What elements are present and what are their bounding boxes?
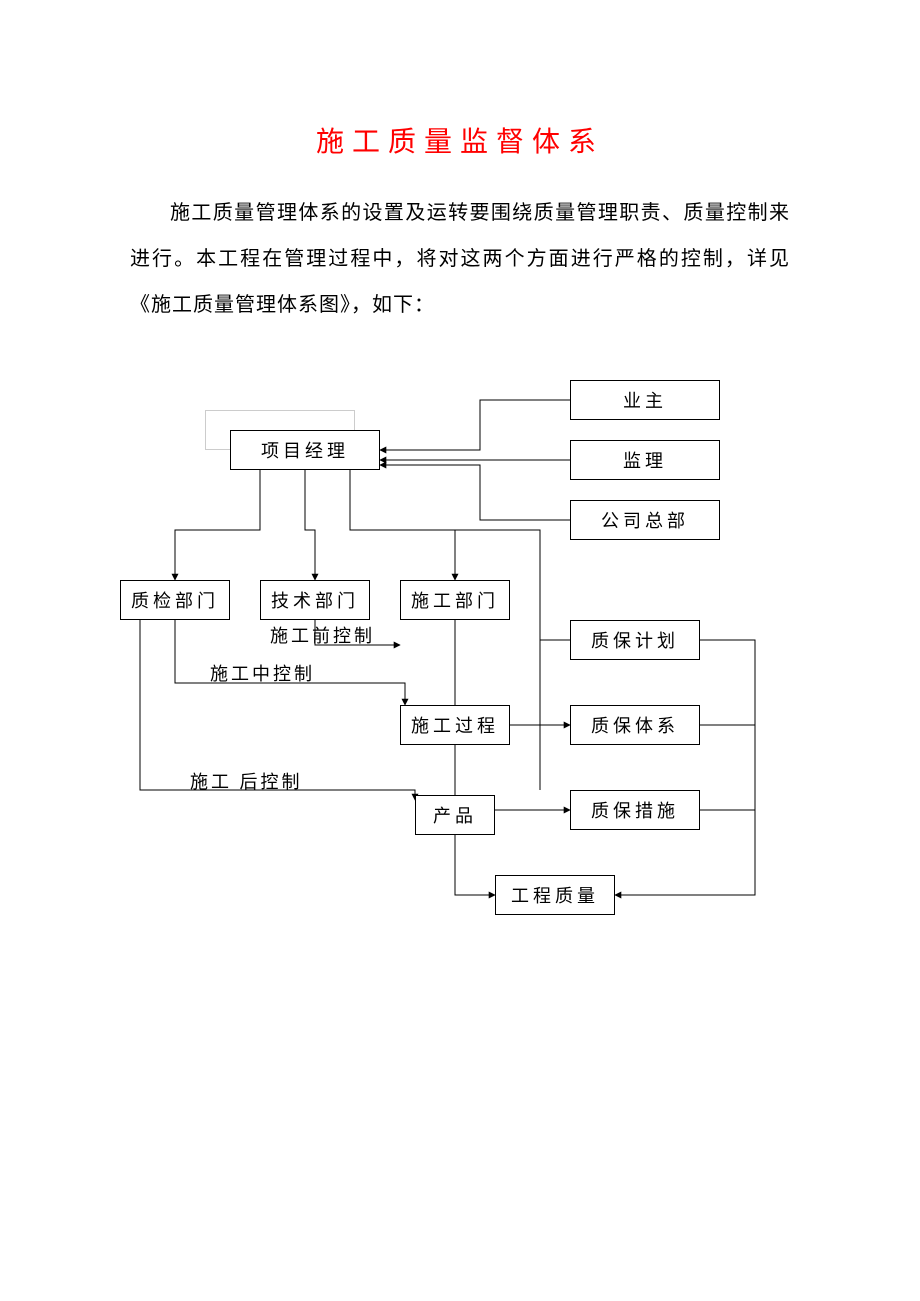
edge-19 [700, 725, 755, 810]
edge-4 [305, 470, 315, 580]
node-hq: 公司总部 [570, 500, 720, 540]
node-product: 产品 [415, 795, 495, 835]
edge-21 [455, 835, 495, 895]
node-qplan: 质保计划 [570, 620, 700, 660]
intro-paragraph: 施工质量管理体系的设置及运转要围绕质量管理职责、质量控制来进行。本工程在管理过程… [130, 190, 790, 328]
node-super: 监理 [570, 440, 720, 480]
node-pm: 项目经理 [230, 430, 380, 470]
edge-2 [380, 465, 570, 520]
node-constr: 施工部门 [400, 580, 510, 620]
node-qc: 质检部门 [120, 580, 230, 620]
edge-0 [380, 400, 570, 450]
edge-label-post: 施工 后控制 [190, 768, 303, 794]
node-qmeas: 质保措施 [570, 790, 700, 830]
page: 施工质量监督体系 施工质量管理体系的设置及运转要围绕质量管理职责、质量控制来进行… [0, 0, 920, 1301]
node-qsys: 质保体系 [570, 705, 700, 745]
edge-5 [350, 470, 455, 580]
node-tech: 技术部门 [260, 580, 370, 620]
edge-label-pre: 施工前控制 [270, 622, 375, 648]
page-title: 施工质量监督体系 [0, 120, 920, 160]
edge-3 [175, 470, 260, 580]
edge-label-mid: 施工中控制 [210, 660, 315, 686]
node-quality: 工程质量 [495, 875, 615, 915]
node-owner: 业主 [570, 380, 720, 420]
node-process: 施工过程 [400, 705, 510, 745]
flowchart: 项目经理 业主监理公司总部质检部门技术部门施工部门质保计划施工过程 质保体系产品 质保… [100, 370, 820, 930]
edge-17 [700, 640, 755, 725]
